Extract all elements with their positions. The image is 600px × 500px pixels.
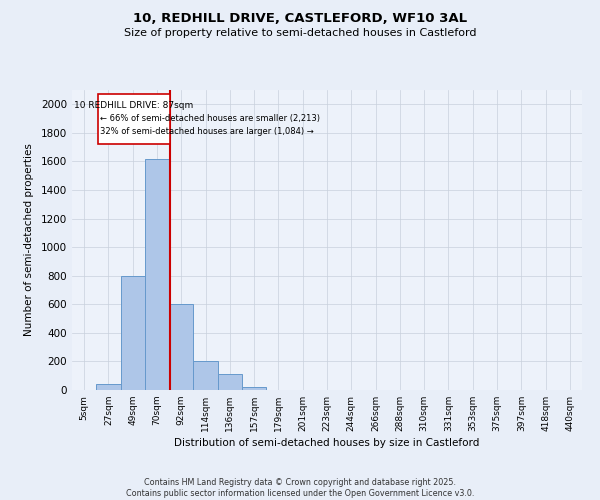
- Text: Contains HM Land Registry data © Crown copyright and database right 2025.
Contai: Contains HM Land Registry data © Crown c…: [126, 478, 474, 498]
- Text: Size of property relative to semi-detached houses in Castleford: Size of property relative to semi-detach…: [124, 28, 476, 38]
- Bar: [169, 304, 193, 390]
- X-axis label: Distribution of semi-detached houses by size in Castleford: Distribution of semi-detached houses by …: [175, 438, 479, 448]
- Bar: [96, 384, 121, 390]
- Y-axis label: Number of semi-detached properties: Number of semi-detached properties: [24, 144, 34, 336]
- Bar: [242, 387, 266, 390]
- Text: 32% of semi-detached houses are larger (1,084) →: 32% of semi-detached houses are larger (…: [100, 127, 314, 136]
- Bar: [193, 362, 218, 390]
- FancyBboxPatch shape: [97, 94, 170, 144]
- Text: 10 REDHILL DRIVE: 87sqm: 10 REDHILL DRIVE: 87sqm: [74, 100, 193, 110]
- Text: ← 66% of semi-detached houses are smaller (2,213): ← 66% of semi-detached houses are smalle…: [100, 114, 320, 122]
- Bar: [145, 158, 169, 390]
- Bar: [218, 374, 242, 390]
- Text: 10, REDHILL DRIVE, CASTLEFORD, WF10 3AL: 10, REDHILL DRIVE, CASTLEFORD, WF10 3AL: [133, 12, 467, 26]
- Bar: [121, 276, 145, 390]
